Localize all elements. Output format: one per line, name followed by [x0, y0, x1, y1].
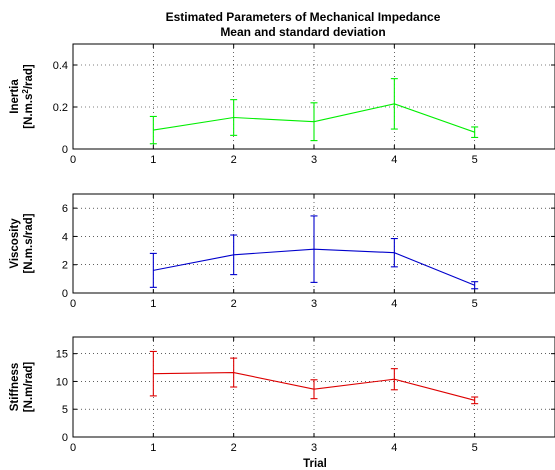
x-tick-label: 0 — [70, 442, 76, 454]
x-tick-label: 2 — [231, 154, 237, 166]
error-bar — [230, 99, 238, 136]
y-tick-label: 4 — [62, 231, 68, 243]
x-tick-label: 2 — [231, 298, 237, 310]
y-axis-label-line1: Inertia — [9, 79, 21, 114]
error-bar — [310, 215, 318, 283]
x-tick-label: 1 — [150, 298, 156, 310]
x-tick-label: 3 — [311, 154, 317, 166]
error-bar — [149, 115, 157, 145]
error-bar — [390, 238, 398, 268]
x-tick-label: 5 — [472, 154, 478, 166]
error-bar — [471, 281, 479, 290]
y-tick-label: 0 — [62, 432, 68, 444]
x-tick-label: 5 — [472, 442, 478, 454]
y-axis-label-line2: [N.m.s/rad] — [23, 213, 35, 273]
x-tick-label: 2 — [231, 442, 237, 454]
y-axis-label-line1: Stiffness — [9, 363, 21, 412]
y-axis-label-line1: Viscosity — [9, 218, 21, 269]
y-tick-label: 0 — [62, 144, 68, 156]
x-tick-label: 0 — [70, 298, 76, 310]
x-tick-label: 3 — [311, 298, 317, 310]
error-bar — [471, 126, 479, 138]
y-axis-label: Stiffness [N.m/rad] — [9, 362, 35, 413]
figure-subtitle: Mean and standard deviation — [220, 25, 385, 39]
y-tick-label: 6 — [62, 203, 68, 215]
x-tick-label: 4 — [391, 154, 397, 166]
x-tick-label: 1 — [150, 442, 156, 454]
error-bar — [230, 357, 238, 388]
y-tick-label: 15 — [56, 349, 68, 361]
y-tick-label: 0.2 — [53, 102, 68, 114]
error-bar — [310, 379, 318, 400]
x-tick-label: 4 — [391, 298, 397, 310]
subplot-3: 0123456051015Stiffness[N.m/rad] — [9, 336, 555, 454]
subplot-2: 01234560246Viscosity[N.m.s/rad] — [9, 193, 555, 310]
error-bar — [471, 396, 479, 405]
y-axis-label: Inertia [N.m.s2/rad] — [9, 64, 35, 129]
figure-title: Estimated Parameters of Mechanical Imped… — [166, 10, 441, 24]
y-tick-label: 0.4 — [53, 60, 68, 72]
y-axis-label: Viscosity [N.m.s/rad] — [9, 213, 35, 273]
error-bar — [149, 350, 157, 397]
y-tick-label: 10 — [56, 376, 68, 388]
error-bar — [310, 102, 318, 142]
subplots: 012345600.20.4Inertia[N.m.s2/rad]0123456… — [9, 43, 555, 454]
x-tick-label: 5 — [472, 298, 478, 310]
error-bar — [230, 234, 238, 276]
x-tick-label: 0 — [70, 154, 76, 166]
y-axis-label-line2: [N.m/rad] — [23, 362, 35, 413]
x-tick-label: 1 — [150, 154, 156, 166]
y-tick-label: 5 — [62, 404, 68, 416]
x-axis-label: Trial — [303, 458, 327, 470]
error-bar — [149, 252, 157, 288]
y-tick-label: 0 — [62, 288, 68, 300]
y-axis-label-superscript: 2 — [21, 89, 30, 94]
y-tick-label: 2 — [62, 260, 68, 272]
x-tick-label: 3 — [311, 442, 317, 454]
error-bar — [390, 78, 398, 130]
error-bar — [390, 368, 398, 391]
y-axis-label-line2: [N.m.s — [23, 94, 35, 129]
x-tick-label: 4 — [391, 442, 397, 454]
y-axis-label-line2-end: /rad] — [23, 64, 35, 89]
